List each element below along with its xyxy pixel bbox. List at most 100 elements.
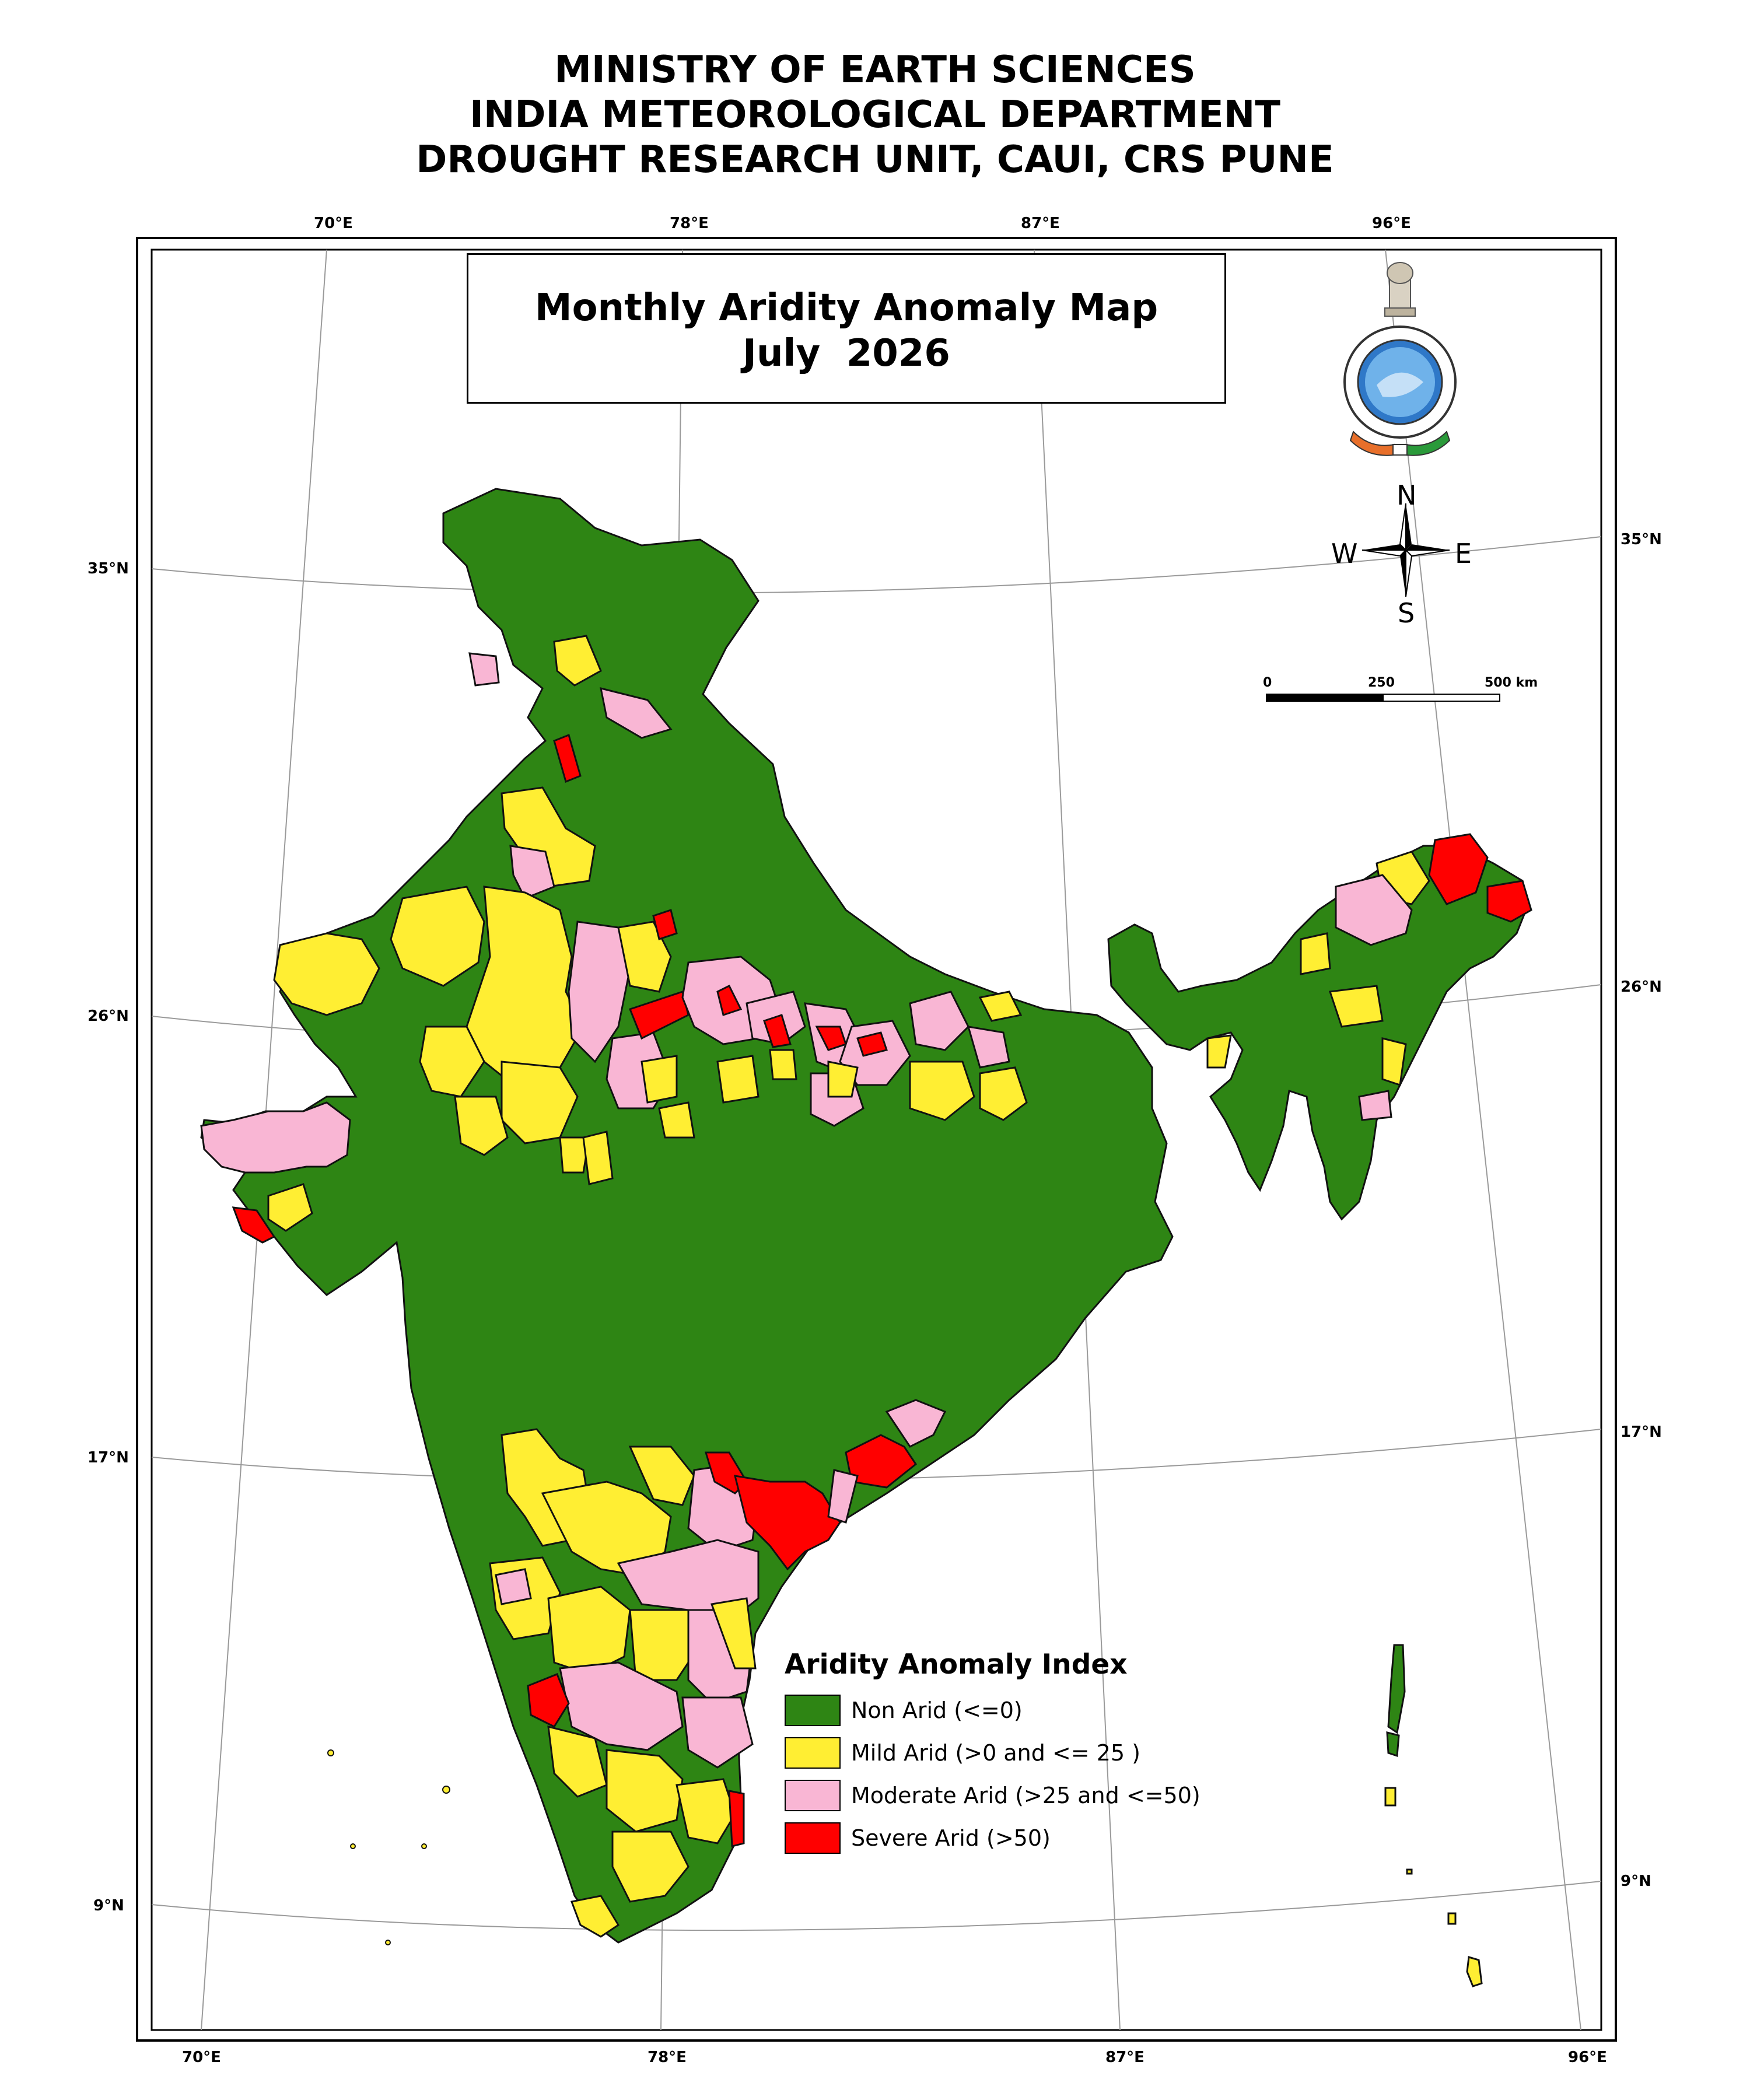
- right-label-17n: 17°N: [1620, 1423, 1662, 1441]
- legend-label-mild-arid: Mild Arid (>0 and <= 25 ): [851, 1740, 1140, 1766]
- imd-emblem-icon: [1343, 262, 1457, 456]
- region-south-pink-3: [827, 1469, 859, 1524]
- right-label-35n: 35°N: [1620, 531, 1662, 548]
- legend: Aridity Anomaly Index Non Arid (<=0) Mil…: [785, 1648, 1228, 1859]
- scale-label-250: 250: [1368, 676, 1395, 690]
- region-south-yellow-12: [570, 1895, 620, 1938]
- region-northeast-yellow-1: [1300, 932, 1331, 975]
- region-raj-yellow-10: [454, 1096, 509, 1156]
- header: MINISTRY OF EARTH SCIENCES INDIA METEORO…: [0, 48, 1750, 183]
- island-andaman-north: [1387, 1644, 1406, 1734]
- compass-rose-icon: [1362, 503, 1450, 597]
- region-northeast-yellow-4: [1381, 1037, 1407, 1086]
- scale-label-0: 0: [1263, 676, 1272, 690]
- lakshadweep-islands: [327, 1749, 450, 1945]
- region-raj-severe-1: [629, 991, 690, 1040]
- region-raj-yellow-7: [617, 921, 672, 993]
- region-up-yellow-5: [658, 1101, 695, 1139]
- compass-north-label: N: [1396, 480, 1417, 511]
- legend-item-severe-arid: Severe Arid (>50): [785, 1817, 1228, 1859]
- legend-label-moderate-arid: Moderate Arid (>25 and <=50): [851, 1782, 1200, 1808]
- island-andaman-south: [1384, 1787, 1396, 1807]
- right-label-9n: 9°N: [1620, 1873, 1651, 1890]
- legend-swatch-mild-arid: [785, 1737, 841, 1769]
- legend-item-moderate-arid: Moderate Arid (>25 and <=50): [785, 1774, 1228, 1817]
- bottom-label-96e: 96°E: [1568, 2049, 1607, 2066]
- region-raj-yellow-2: [390, 886, 485, 987]
- right-label-26n: 26°N: [1620, 978, 1662, 996]
- island-andaman-middle: [1386, 1731, 1400, 1758]
- legend-label-non-arid: Non Arid (<=0): [851, 1697, 1023, 1723]
- island-lakshadweep-2: [442, 1786, 450, 1794]
- region-south-yellow-9: [606, 1749, 684, 1833]
- left-label-17n: 17°N: [88, 1449, 129, 1466]
- region-south-severe-4: [527, 1673, 570, 1728]
- region-up-yellow-4: [716, 1055, 760, 1104]
- island-car-nicobar: [1406, 1868, 1413, 1875]
- region-south-yellow-7: [710, 1597, 757, 1670]
- ministry-title: MINISTRY OF EARTH SCIENCES: [554, 48, 1196, 92]
- region-northeast-severe-2: [1486, 880, 1532, 923]
- region-south-pink-2: [885, 1399, 947, 1448]
- region-up-yellow-1: [827, 1060, 859, 1098]
- left-label-26n: 26°N: [88, 1007, 129, 1025]
- legend-swatch-moderate-arid: [785, 1779, 841, 1811]
- top-label-78e: 78°E: [670, 215, 709, 232]
- parallel-35n: [151, 536, 1602, 594]
- legend-item-mild-arid: Mild Arid (>0 and <= 25 ): [785, 1731, 1228, 1774]
- region-south-yellow-10: [676, 1778, 736, 1845]
- region-northeast-yellow-2: [1328, 985, 1384, 1028]
- region-south-pink-7: [559, 1661, 684, 1751]
- region-south-yellow-5: [547, 1586, 631, 1675]
- region-raj-severe-2: [652, 909, 678, 940]
- region-raj-yellow-3: [273, 932, 380, 1016]
- region-north-yellow-1: [553, 635, 602, 687]
- top-label-96e: 96°E: [1372, 215, 1411, 232]
- region-raj-yellow-9: [559, 1136, 590, 1174]
- legend-swatch-severe-arid: [785, 1822, 841, 1854]
- region-south-pink-5: [495, 1568, 532, 1605]
- compass-east-label: E: [1455, 538, 1472, 569]
- top-label-87e: 87°E: [1021, 215, 1060, 232]
- compass-west-label: W: [1331, 538, 1358, 569]
- region-northeast-yellow-3: [1206, 1034, 1232, 1069]
- region-raj-yellow-11: [582, 1130, 614, 1185]
- region-south-severe-5: [728, 1790, 745, 1847]
- india-map: [200, 488, 1532, 1944]
- island-lakshadweep-1: [327, 1749, 334, 1756]
- region-up-yellow-3: [979, 1066, 1028, 1121]
- region-north-pink-1: [468, 652, 500, 687]
- island-lakshadweep-4: [421, 1843, 427, 1849]
- region-south-yellow-3: [628, 1446, 695, 1506]
- bottom-label-70e: 70°E: [182, 2049, 221, 2066]
- region-up-yellow-7: [769, 1049, 797, 1080]
- bottom-label-78e: 78°E: [648, 2049, 687, 2066]
- map-title: Monthly Aridity Anomaly Map: [534, 286, 1158, 330]
- island-lakshadweep-3: [350, 1843, 356, 1849]
- island-lakshadweep-5: [385, 1940, 391, 1945]
- region-up-severe-2: [763, 1014, 792, 1048]
- lion-capital-icon: [1384, 262, 1416, 317]
- compass-south-label: S: [1398, 597, 1415, 629]
- region-guj-yellow-1: [267, 1183, 313, 1232]
- region-north-pink-2: [600, 687, 673, 739]
- region-northeast-severe-1: [1428, 833, 1489, 905]
- andaman-nicobar-islands: [1384, 1644, 1483, 1987]
- scale-bar: [1266, 694, 1500, 702]
- region-south-severe-2: [733, 1475, 841, 1571]
- unit-title: DROUGHT RESEARCH UNIT, CAUI, CRS PUNE: [416, 138, 1334, 181]
- left-label-35n: 35°N: [88, 560, 129, 578]
- parallel-9n: [151, 1881, 1602, 1931]
- region-up-severe-1: [716, 984, 743, 1016]
- region-south-pink-4: [617, 1539, 760, 1623]
- region-raj-yellow-1: [501, 786, 596, 888]
- region-south-pink-8: [681, 1696, 754, 1769]
- map-outer-frame: [136, 237, 1617, 2042]
- region-up-pink-6: [909, 991, 970, 1051]
- region-guj-pink-1: [200, 1101, 351, 1174]
- scale-label-500: 500 km: [1485, 676, 1538, 690]
- region-up-yellow-2: [909, 1060, 975, 1121]
- bottom-label-87e: 87°E: [1105, 2049, 1144, 2066]
- map-inner-frame: [150, 249, 1602, 2031]
- legend-swatch-non-arid: [785, 1694, 841, 1726]
